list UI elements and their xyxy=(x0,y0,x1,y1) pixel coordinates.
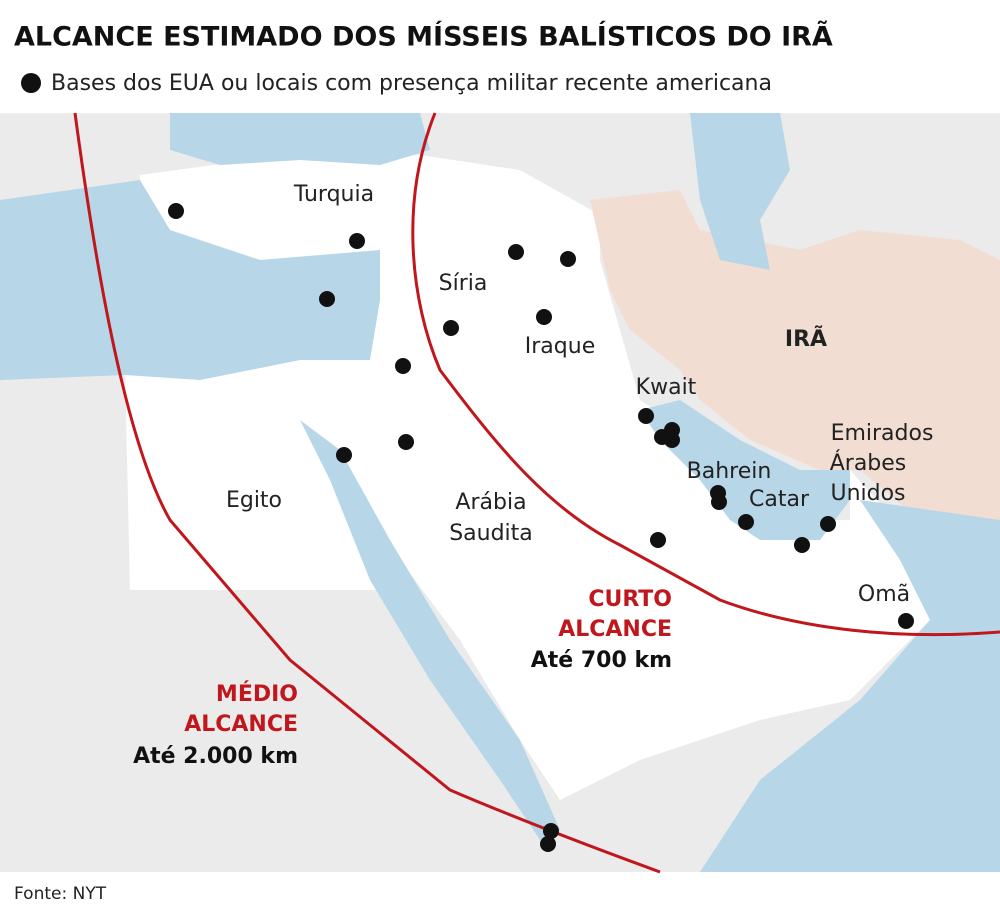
persian-gulf xyxy=(640,400,850,540)
country-label: Saudita xyxy=(449,521,533,546)
range-label: ALCANCE xyxy=(558,617,672,642)
range-label: ALCANCE xyxy=(184,712,298,737)
country-label: Egito xyxy=(226,488,282,513)
base-dot xyxy=(898,613,914,629)
country-label: Unidos xyxy=(830,481,905,506)
country-label: Arábia xyxy=(455,490,526,515)
base-dot xyxy=(540,836,556,852)
country-label: Emirados xyxy=(831,421,934,446)
country-label: Turquia xyxy=(293,182,374,207)
black-sea xyxy=(170,113,430,165)
base-dot xyxy=(664,432,680,448)
base-dot xyxy=(820,516,836,532)
region xyxy=(125,155,960,800)
base-dot xyxy=(560,251,576,267)
red-sea xyxy=(300,420,560,840)
medium-range-line xyxy=(73,112,661,874)
base-dot xyxy=(168,203,184,219)
country-label: IRÃ xyxy=(785,326,827,352)
base-dot xyxy=(738,514,754,530)
range-label: CURTO xyxy=(588,587,672,612)
caspian-sea xyxy=(690,113,790,270)
base-dot xyxy=(650,532,666,548)
country-label: Bahrein xyxy=(687,459,772,484)
base-dot xyxy=(543,823,559,839)
base-dot xyxy=(395,358,411,374)
base-dot xyxy=(508,244,524,260)
range-label: MÉDIO xyxy=(216,681,298,707)
country-label: Síria xyxy=(439,271,488,296)
range-distance: Até 700 km xyxy=(531,648,672,673)
country-label: Árabes xyxy=(830,450,907,476)
iran xyxy=(590,190,1000,520)
legend-text: Bases dos EUA ou locais com presença mil… xyxy=(51,71,772,96)
base-dot xyxy=(794,537,810,553)
base-dot xyxy=(336,447,352,463)
country-label: Iraque xyxy=(525,334,595,359)
mediterranean xyxy=(0,180,380,380)
arabian-sea xyxy=(700,500,1000,872)
country-label: Kwait xyxy=(636,375,697,400)
base-dot xyxy=(536,309,552,325)
source: Fonte: NYT xyxy=(14,884,107,904)
base-dot xyxy=(319,291,335,307)
short-range-line xyxy=(411,112,1000,637)
country-label: Omã xyxy=(858,582,910,607)
map xyxy=(0,112,1000,874)
base-dot xyxy=(349,233,365,249)
title: ALCANCE ESTIMADO DOS MÍSSEIS BALÍSTICOS … xyxy=(14,21,833,53)
range-distance: Até 2.000 km xyxy=(133,744,298,769)
country-label: Catar xyxy=(749,487,810,512)
base-dot xyxy=(398,434,414,450)
base-dot xyxy=(638,408,654,424)
base-dot xyxy=(711,494,727,510)
legend-dot xyxy=(21,73,41,93)
base-dot xyxy=(443,320,459,336)
